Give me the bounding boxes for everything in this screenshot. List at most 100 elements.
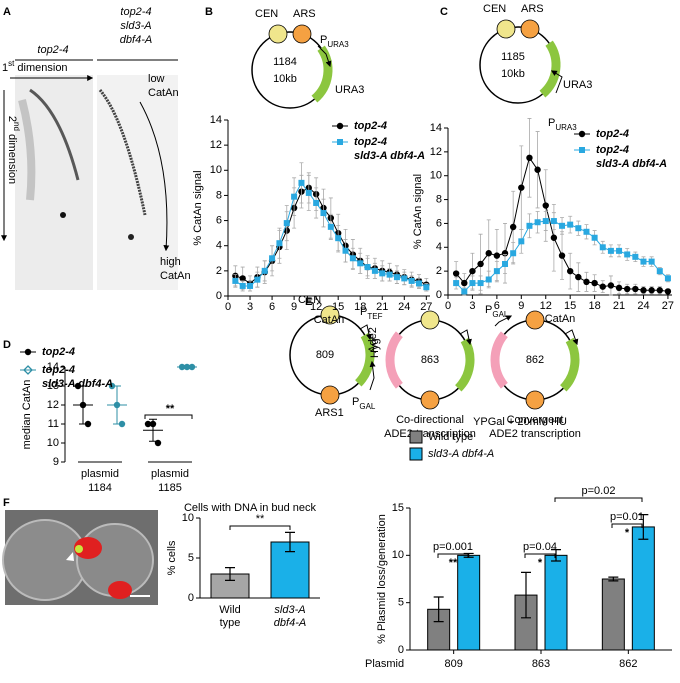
gene-label: URA3 [563, 79, 592, 91]
data-point [550, 218, 557, 225]
annotation: ** [256, 513, 265, 525]
bar [544, 554, 568, 651]
data-point [349, 255, 356, 262]
data-point [118, 420, 126, 428]
plasmid-caption: ADE2 transcription [384, 428, 476, 440]
data-point [583, 228, 590, 235]
significance-bracket [554, 497, 643, 502]
promoter-arrow [494, 315, 513, 327]
data-point [477, 260, 484, 268]
significance-bracket [524, 553, 556, 558]
data-point [616, 247, 623, 254]
data-point [364, 264, 371, 271]
data-point [624, 285, 631, 293]
legend-label: sld3-A dbf4-A [428, 448, 494, 460]
y-tick-label: 0 [436, 289, 442, 301]
annotation: p=0.02 [582, 485, 616, 497]
data-point [247, 282, 254, 289]
data-point [144, 420, 152, 428]
data-point [583, 278, 590, 286]
data-point [534, 219, 541, 226]
y-tick-label: 14 [47, 361, 59, 373]
y-tick-label: 10 [430, 170, 442, 182]
gene-arc [454, 337, 475, 392]
dimension-label-part: dimension [14, 62, 67, 74]
promoter-label-part: GAL [492, 310, 509, 319]
y-axis-label: % CatAn signal [192, 170, 204, 245]
data-point [648, 287, 655, 294]
gene-arc [490, 331, 508, 389]
bar [601, 578, 625, 651]
data-point [607, 282, 615, 289]
data-point [408, 277, 415, 284]
data-point [526, 154, 533, 162]
data-point [640, 287, 647, 294]
legend-marker [579, 147, 585, 153]
dimension-label-part: nd [12, 122, 21, 131]
data-point [664, 288, 672, 295]
promoter-arrow [550, 70, 563, 94]
gel-annotation: high [160, 256, 181, 268]
panel-label: C [440, 6, 448, 18]
legend-label: top2-4 [596, 144, 629, 156]
annotation: ** [449, 557, 458, 569]
gene-label: URA3 [335, 84, 364, 96]
data-point [183, 363, 191, 371]
data-point [239, 275, 246, 282]
data-point [664, 275, 671, 282]
plasmid-caption: Co-directional [396, 414, 464, 426]
y-tick-label: 4 [436, 241, 442, 253]
data-point [648, 258, 655, 265]
x-tick-label: 1185 [158, 482, 182, 494]
y-tick-label: 6 [436, 217, 442, 229]
promoter-label: PGAL [485, 304, 509, 319]
y-axis-label: median CatAn [21, 380, 33, 450]
data-point [567, 221, 574, 228]
gel-annotation: CatAn [148, 87, 179, 99]
y-tick-label: 11 [48, 418, 59, 430]
x-tick-label: 27 [662, 300, 674, 312]
plasmid-element [420, 310, 440, 330]
data-point [632, 285, 639, 293]
y-tick-label: 12 [430, 146, 442, 158]
promoter-label-part: P [548, 117, 555, 129]
data-point [313, 199, 320, 206]
data-point [632, 253, 639, 260]
promoter-label-part: URA3 [555, 123, 577, 132]
plasmid-caption: ADE2 transcription [489, 428, 581, 440]
data-point [261, 267, 268, 274]
promoter-label-part: GAL [359, 402, 376, 411]
legend-label: top2-4 [354, 136, 387, 148]
data-point [501, 250, 509, 257]
data-point [371, 267, 378, 274]
data-point [401, 275, 408, 282]
x-tick-label: 6 [494, 300, 500, 312]
data-point [599, 283, 606, 290]
data-point [502, 260, 509, 267]
data-point [452, 270, 460, 277]
data-point [461, 279, 468, 287]
significance-bracket [611, 523, 643, 528]
plasmid-name: 1185 [501, 51, 525, 63]
data-point [542, 202, 549, 209]
annotation: p=0.001 [433, 541, 473, 553]
data-point [485, 276, 492, 283]
x-tick-label: plasmid [81, 468, 119, 480]
data-point [320, 210, 327, 217]
data-point [615, 284, 623, 292]
x-tick-label: Wild [219, 604, 240, 616]
y-tick-label: 8 [436, 193, 442, 205]
annotation: * [538, 557, 543, 569]
data-point [559, 222, 566, 229]
legend-swatch [409, 447, 423, 461]
data-point [335, 235, 342, 242]
data-point [534, 166, 541, 173]
x-tick-label: 863 [532, 658, 550, 670]
error-bar [638, 514, 649, 540]
x-tick-label: 862 [619, 658, 637, 670]
element-label: ARS [521, 3, 544, 15]
promoter-label-part: TEF [367, 312, 382, 321]
data-point [379, 270, 386, 277]
element-label: CEN [483, 3, 506, 15]
